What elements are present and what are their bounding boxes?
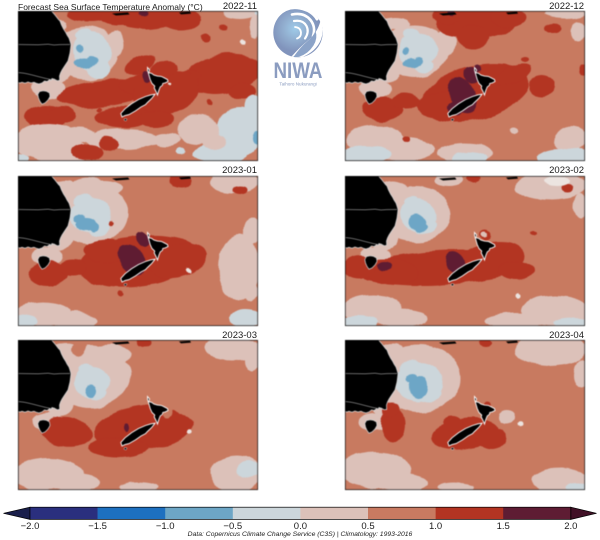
svg-text:−2.0: −2.0 bbox=[21, 521, 40, 532]
svg-text:2.0: 2.0 bbox=[564, 521, 577, 532]
svg-text:−1.5: −1.5 bbox=[88, 521, 107, 532]
svg-text:1.5: 1.5 bbox=[497, 521, 510, 532]
svg-text:NIWA: NIWA bbox=[274, 58, 323, 83]
svg-text:0.0: 0.0 bbox=[294, 521, 307, 532]
svg-text:0.5: 0.5 bbox=[361, 521, 374, 532]
svg-text:−1.0: −1.0 bbox=[156, 521, 175, 532]
svg-text:Taihoro Nukurangi: Taihoro Nukurangi bbox=[279, 82, 316, 87]
svg-text:−0.5: −0.5 bbox=[223, 521, 242, 532]
svg-text:1.0: 1.0 bbox=[429, 521, 442, 532]
